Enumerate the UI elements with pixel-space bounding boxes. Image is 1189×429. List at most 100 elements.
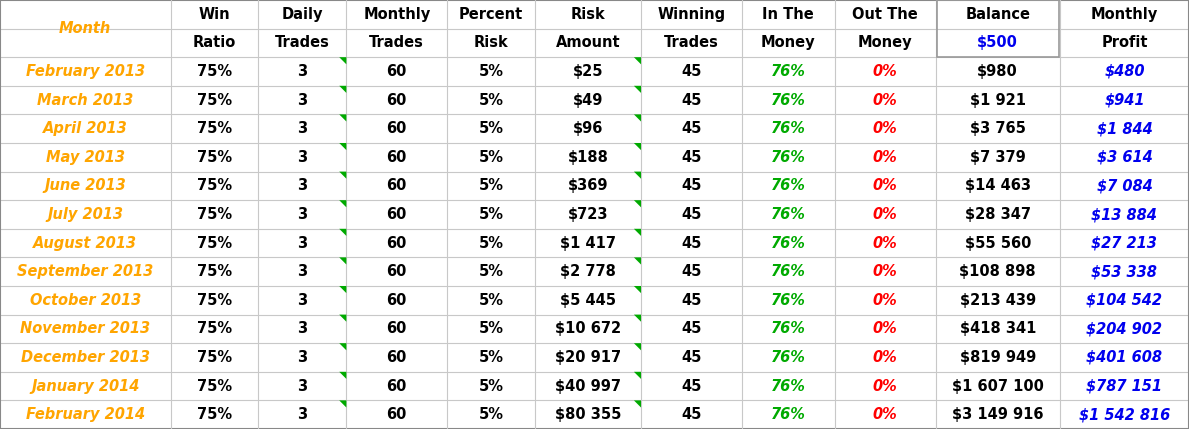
Text: 3: 3	[297, 379, 308, 393]
Text: $1 921: $1 921	[970, 93, 1026, 108]
Polygon shape	[339, 286, 346, 293]
Text: 60: 60	[386, 407, 407, 422]
Text: $1 542 816: $1 542 816	[1078, 407, 1170, 422]
Text: Trades: Trades	[275, 36, 329, 50]
Text: 60: 60	[386, 121, 407, 136]
Text: 76%: 76%	[770, 64, 806, 79]
Text: 3: 3	[297, 321, 308, 336]
Text: 60: 60	[386, 379, 407, 393]
Text: 0%: 0%	[873, 321, 898, 336]
Text: In The: In The	[762, 7, 814, 22]
Text: Trades: Trades	[370, 36, 424, 50]
Text: $1 417: $1 417	[560, 236, 616, 251]
Polygon shape	[634, 200, 641, 207]
Bar	[937, 0, 1058, 57]
Text: 45: 45	[681, 207, 702, 222]
Text: Risk: Risk	[473, 36, 509, 50]
Text: 60: 60	[386, 293, 407, 308]
Text: March 2013: March 2013	[37, 93, 133, 108]
Text: 0%: 0%	[873, 293, 898, 308]
Text: $80 355: $80 355	[555, 407, 621, 422]
Text: 3: 3	[297, 93, 308, 108]
Text: 0%: 0%	[873, 93, 898, 108]
Text: 45: 45	[681, 178, 702, 193]
Text: $980: $980	[977, 64, 1018, 79]
Text: May 2013: May 2013	[46, 150, 125, 165]
Text: 60: 60	[386, 350, 407, 365]
Text: 75%: 75%	[197, 321, 232, 336]
Text: $104 542: $104 542	[1087, 293, 1163, 308]
Text: 5%: 5%	[479, 350, 504, 365]
Text: 0%: 0%	[873, 350, 898, 365]
Text: $401 608: $401 608	[1087, 350, 1163, 365]
Text: 45: 45	[681, 150, 702, 165]
Text: $13 884: $13 884	[1092, 207, 1157, 222]
Text: 5%: 5%	[479, 321, 504, 336]
Text: June 2013: June 2013	[44, 178, 126, 193]
Polygon shape	[634, 400, 641, 408]
Text: 5%: 5%	[479, 93, 504, 108]
Text: 76%: 76%	[770, 407, 806, 422]
Text: $723: $723	[568, 207, 609, 222]
Text: 76%: 76%	[770, 93, 806, 108]
Text: Monthly: Monthly	[1090, 7, 1158, 22]
Text: 75%: 75%	[197, 121, 232, 136]
Polygon shape	[634, 314, 641, 322]
Text: 0%: 0%	[873, 178, 898, 193]
Text: Winning: Winning	[658, 7, 725, 22]
Text: 60: 60	[386, 93, 407, 108]
Text: $941: $941	[1105, 93, 1145, 108]
Polygon shape	[339, 343, 346, 350]
Text: $108 898: $108 898	[960, 264, 1036, 279]
Text: 45: 45	[681, 64, 702, 79]
Text: 60: 60	[386, 207, 407, 222]
Text: 60: 60	[386, 178, 407, 193]
Polygon shape	[339, 172, 346, 179]
Text: Percent: Percent	[459, 7, 523, 22]
Text: 45: 45	[681, 321, 702, 336]
Text: $53 338: $53 338	[1092, 264, 1157, 279]
Polygon shape	[339, 314, 346, 322]
Text: $49: $49	[573, 93, 603, 108]
Polygon shape	[339, 200, 346, 207]
Text: 76%: 76%	[770, 236, 806, 251]
Text: November 2013: November 2013	[20, 321, 150, 336]
Text: 76%: 76%	[770, 207, 806, 222]
Text: 60: 60	[386, 150, 407, 165]
Text: $819 949: $819 949	[960, 350, 1036, 365]
Polygon shape	[634, 257, 641, 265]
Text: 5%: 5%	[479, 207, 504, 222]
Text: $55 560: $55 560	[964, 236, 1031, 251]
Text: $20 917: $20 917	[555, 350, 621, 365]
Text: 60: 60	[386, 236, 407, 251]
Polygon shape	[634, 172, 641, 179]
Text: 76%: 76%	[770, 379, 806, 393]
Text: February 2014: February 2014	[26, 407, 145, 422]
Text: 0%: 0%	[873, 121, 898, 136]
Text: 60: 60	[386, 321, 407, 336]
Text: $188: $188	[567, 150, 609, 165]
Text: $213 439: $213 439	[960, 293, 1036, 308]
Text: 60: 60	[386, 64, 407, 79]
Text: 5%: 5%	[479, 379, 504, 393]
Text: 0%: 0%	[873, 207, 898, 222]
Text: $28 347: $28 347	[964, 207, 1031, 222]
Text: 3: 3	[297, 150, 308, 165]
Text: 45: 45	[681, 407, 702, 422]
Text: December 2013: December 2013	[20, 350, 150, 365]
Text: 76%: 76%	[770, 293, 806, 308]
Text: 3: 3	[297, 264, 308, 279]
Text: 76%: 76%	[770, 264, 806, 279]
Text: 3: 3	[297, 207, 308, 222]
Polygon shape	[634, 286, 641, 293]
Text: $25: $25	[573, 64, 603, 79]
Text: 3: 3	[297, 293, 308, 308]
Text: October 2013: October 2013	[30, 293, 141, 308]
Text: 75%: 75%	[197, 93, 232, 108]
Text: 75%: 75%	[197, 236, 232, 251]
Text: January 2014: January 2014	[31, 379, 139, 393]
Text: 76%: 76%	[770, 321, 806, 336]
Text: 3: 3	[297, 350, 308, 365]
Polygon shape	[634, 57, 641, 64]
Text: $480: $480	[1105, 64, 1145, 79]
